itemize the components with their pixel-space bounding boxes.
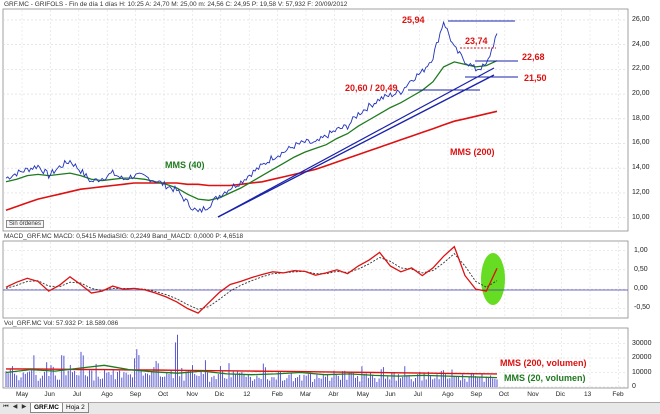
price-y-tick-label: 20,00 <box>632 90 650 98</box>
x-tick-label: May <box>16 391 29 398</box>
price-y-tick-label: 22,00 <box>632 65 650 73</box>
x-tick-label: Dic <box>214 391 225 398</box>
label-vol-mms200: MMS (200, volumen) <box>500 358 587 368</box>
annotation-2594: 25,94 <box>402 15 425 25</box>
tab-nav-prev-icon[interactable]: ◀ <box>12 404 18 410</box>
price-y-tick-label: 12,00 <box>632 188 650 196</box>
x-tick-label: Sep <box>470 391 482 398</box>
sin-ordenes-button[interactable]: Sin órdenes <box>6 220 45 228</box>
label-vol-mms20: MMS (20, volumen) <box>504 373 586 383</box>
x-tick-label: Jun <box>44 391 55 398</box>
macd-line <box>5 245 498 314</box>
macd-y-tick-label: -0,50 <box>634 304 650 312</box>
volume-y-tick-label: 10000 <box>632 368 652 376</box>
x-tick-label: 13 <box>584 391 592 398</box>
sheet-tab-bar <box>0 402 660 414</box>
annotation-2150: 21,50 <box>524 73 547 83</box>
label-mms200: MMS (200) <box>450 147 495 157</box>
volume-panel-header: Vol_GRF.MC Vol: 57.932 P: 18.589.086 <box>4 320 119 327</box>
trendline-short <box>217 67 495 218</box>
macd-grid <box>3 242 628 317</box>
x-tick-label: Ago <box>101 391 113 398</box>
tab-grf-mc[interactable]: GRF.MC <box>30 403 63 413</box>
volume-y-tick-label: 0 <box>632 383 636 390</box>
x-tick-label: Oct <box>158 391 169 398</box>
annotation-2268: 22,68 <box>522 52 545 62</box>
x-tick-label: Nov <box>186 391 198 398</box>
price-panel-header: GRF.MC - GRIFOLS - Fin de día 1 días H: … <box>4 1 348 8</box>
x-tick-label: Feb <box>612 391 624 398</box>
macd-y-tick-label: 0,50 <box>634 265 648 273</box>
x-tick-label: Dic <box>555 391 565 398</box>
volume-y-tick-label: 20000 <box>632 354 652 361</box>
macd-y-tick-label: 0,00 <box>634 285 648 293</box>
macd-panel-frame <box>2 240 629 319</box>
annotation-2060: 20,60 / 20,49 <box>345 83 398 93</box>
x-tick-label: Jul <box>413 391 422 398</box>
price-y-tick-label: 18,00 <box>632 114 650 122</box>
price-y-tick-label: 16,00 <box>632 139 650 147</box>
x-tick-label: May <box>356 391 370 398</box>
x-tick-label: Feb <box>271 391 283 398</box>
x-tick-label: Sep <box>129 391 142 398</box>
macd-panel-header: MACD_GRF.MC MACD: 0,5415 MediaSIG: 0,224… <box>4 233 244 240</box>
x-tick-label: Oct <box>498 391 509 398</box>
x-tick-label: Mar <box>300 391 312 398</box>
trendline-long <box>217 74 495 218</box>
x-tick-label: Jun <box>385 391 396 398</box>
volume-mms200-line <box>5 368 498 375</box>
volume-bars <box>5 334 498 387</box>
x-tick-label: Abr <box>328 391 339 398</box>
price-panel-frame <box>2 8 629 232</box>
chart-canvas <box>2 8 629 389</box>
price-line <box>5 20 498 214</box>
x-tick-label: 12 <box>243 391 251 398</box>
annotation-2374: 23,74 <box>465 36 488 46</box>
price-grid <box>3 10 628 230</box>
x-tick-label: Nov <box>527 391 539 398</box>
tab-nav-next-icon[interactable]: ▶ <box>21 404 27 410</box>
price-y-tick-label: 26,00 <box>632 15 650 23</box>
macd-highlight-ellipse <box>481 253 505 305</box>
volume-mms20-line <box>5 364 498 379</box>
label-mms40: MMS (40) <box>165 160 205 170</box>
tab-nav-first-icon[interactable]: ⏮ <box>3 404 9 410</box>
x-tick-label: Ago <box>442 391 454 398</box>
volume-y-tick-label: 30000 <box>632 339 652 347</box>
price-y-tick-label: 24,00 <box>632 40 650 48</box>
price-y-tick-label: 14,00 <box>632 164 650 172</box>
price-y-tick-label: 10,00 <box>632 213 650 221</box>
macd-y-tick-label: 1,00 <box>634 246 648 254</box>
tab-hoja-2[interactable]: Hoja 2 <box>62 403 89 413</box>
x-tick-label: Jul <box>72 391 82 398</box>
mms200-line <box>5 110 498 211</box>
